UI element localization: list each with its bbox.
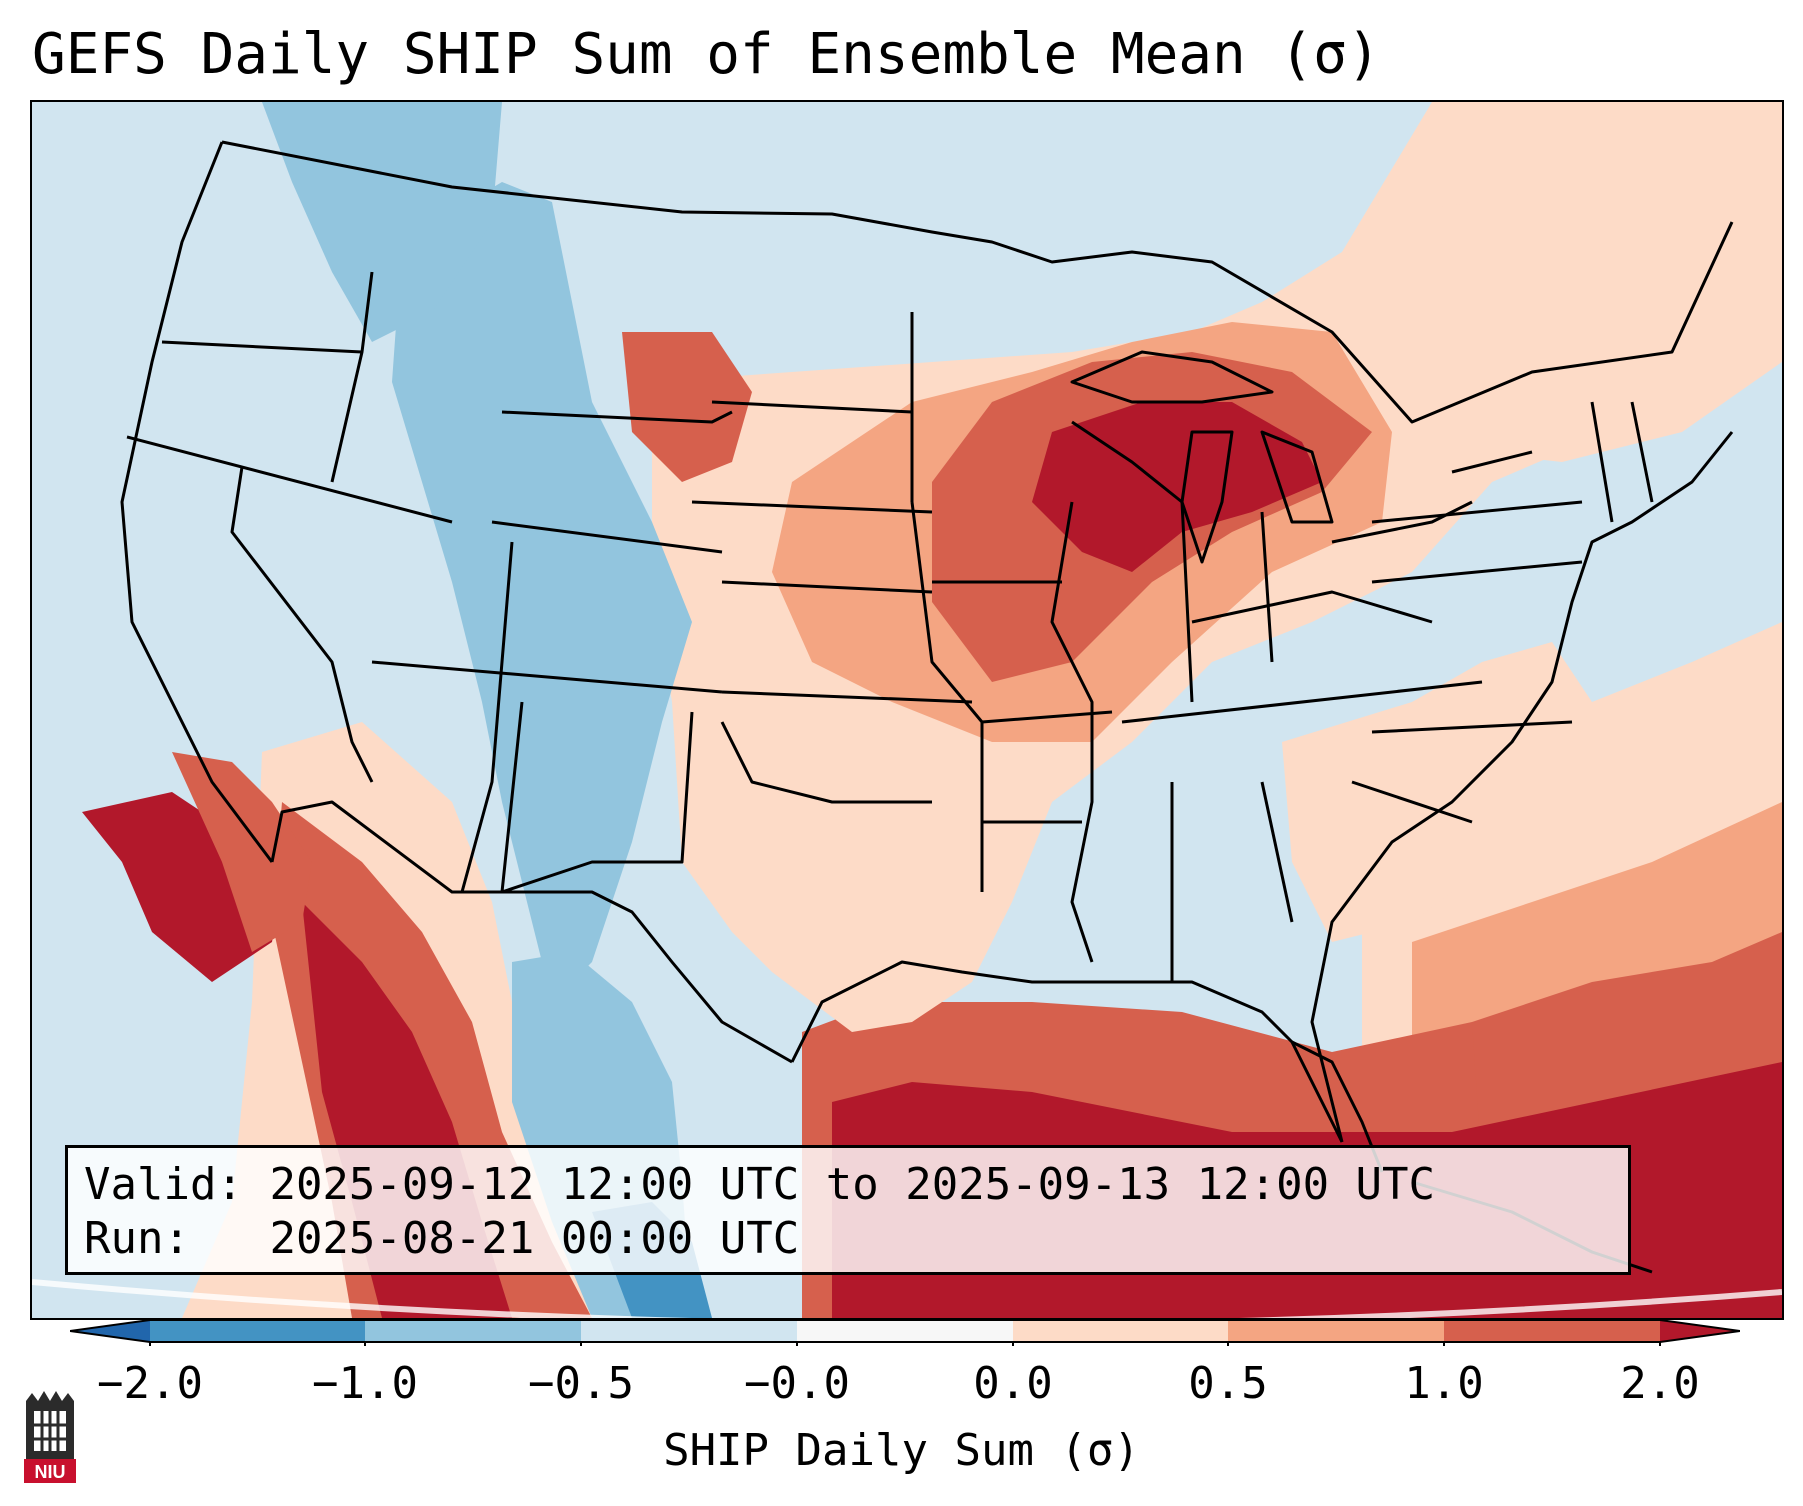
chart-title: GEFS Daily SHIP Sum of Ensemble Mean (σ): [32, 22, 1381, 87]
field-northern-plains-high: [622, 332, 752, 482]
field-rockies-blue: [392, 182, 692, 1002]
border-pa-south: [1371, 560, 1583, 584]
lake-erie-ontario: [1331, 450, 1533, 544]
border-us-canada: [221, 140, 1734, 424]
border-nm-tx: [500, 701, 694, 894]
run-label: Run:: [84, 1213, 190, 1264]
border-ok-tx: [720, 721, 932, 804]
border-ne-ks: [721, 580, 933, 594]
colorbar-bin: [1013, 1320, 1228, 1342]
border-ks-ok: [721, 690, 973, 704]
border-ky-oh-wv: [1191, 590, 1433, 624]
niu-tower-logo-icon: NIU: [20, 1387, 78, 1487]
border-new-england: [1590, 401, 1654, 523]
run-line: Run: 2025-08-21 00:00 UTC: [84, 1212, 1612, 1266]
border-ut-co-az-nm: [371, 660, 723, 694]
border-nd-sd: [711, 400, 913, 414]
colorbar-tick-label: 0.0: [973, 1358, 1053, 1409]
projection-edge: [32, 1279, 1782, 1318]
border-tn-ky: [1121, 680, 1483, 724]
valid-line: Valid: 2025-09-12 12:00 UTC to 2025-09-1…: [84, 1158, 1612, 1212]
niu-logo-graphic: NIU: [24, 1391, 76, 1483]
border-mississippi: [1050, 501, 1094, 963]
colorbar: [70, 1319, 1740, 1346]
colorbar-tick-label: 1.0: [1404, 1358, 1484, 1409]
colorbar-bin: [1660, 1320, 1740, 1342]
logo-text: NIU: [35, 1462, 66, 1482]
border-wi-mi: [1071, 420, 1183, 504]
run-text: 2025-08-21 00:00 UTC: [269, 1213, 800, 1264]
colorbar-bin: [1228, 1320, 1444, 1342]
border-il-in-oh: [1180, 501, 1274, 703]
colorbar-tick-label: 0.5: [1188, 1358, 1268, 1409]
colorbar-bin: [1444, 1320, 1660, 1342]
colorbar-tick-label: −1.0: [312, 1358, 418, 1409]
border-sd-ne: [691, 500, 933, 514]
valid-run-info-box: Valid: 2025-09-12 12:00 UTC to 2025-09-1…: [65, 1145, 1631, 1275]
colorbar-bin: [797, 1320, 1013, 1342]
border-wa-or: [161, 340, 363, 354]
colorbar-bin: [70, 1320, 150, 1342]
border-or-ca-nv: [126, 435, 453, 524]
colorbar-bin: [150, 1320, 365, 1342]
lake-michigan: [1180, 430, 1234, 564]
border-mt-wy: [501, 410, 733, 424]
border-mn-ia-mo: [910, 501, 984, 892]
border-pa-ny: [1371, 500, 1583, 524]
colorbar-bin: [581, 1320, 797, 1342]
colorbar-label: SHIP Daily Sum (σ): [663, 1425, 1140, 1476]
state-borders: [120, 140, 1734, 1274]
colorbar-tick-label: −0.5: [528, 1358, 634, 1409]
field-atlantic-light: [1282, 642, 1592, 942]
lake-huron: [1260, 430, 1334, 524]
border-atlantic-coast: [1310, 431, 1734, 1143]
border-us-mexico: [270, 800, 793, 1064]
border-ut-co: [460, 541, 514, 893]
map-panel: [30, 100, 1784, 1320]
field-northeast-light: [1412, 102, 1782, 462]
lake-superior: [1070, 350, 1274, 404]
border-nc-va: [1371, 720, 1573, 734]
colorbar-tick-label: 2.0: [1620, 1358, 1700, 1409]
border-id-east: [330, 271, 374, 483]
border-gulf-coast: [790, 960, 1344, 1143]
border-wy-co: [491, 520, 723, 554]
colorbar-tick-label: −2.0: [97, 1358, 203, 1409]
border-mo-ar: [981, 710, 1113, 724]
border-al-ga: [1260, 781, 1294, 923]
colorbar-tick-label: −0.0: [744, 1358, 850, 1409]
field-pacific-mid: [172, 752, 312, 952]
border-sc-ga: [1351, 780, 1473, 824]
colorbar-bin: [365, 1320, 581, 1342]
valid-text: 2025-09-12 12:00 UTC to 2025-09-13 12:00…: [269, 1159, 1436, 1210]
border-ca-nv: [230, 466, 374, 783]
map-svg: [32, 102, 1782, 1318]
border-west-coast: [120, 141, 274, 863]
valid-label: Valid:: [84, 1159, 243, 1210]
